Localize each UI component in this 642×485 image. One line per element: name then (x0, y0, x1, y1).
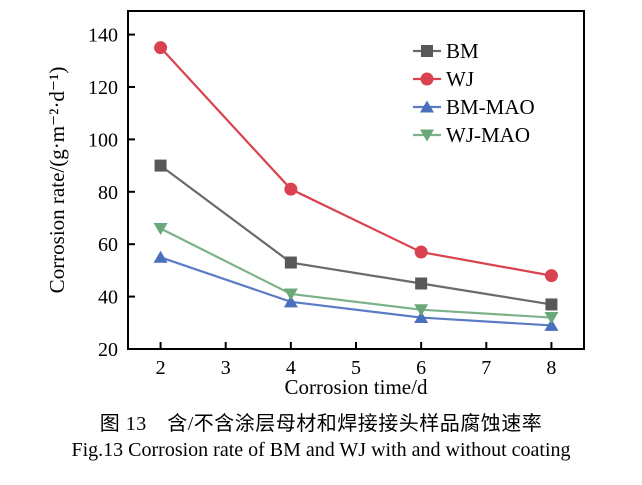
legend-label-BM: BM (446, 39, 479, 63)
series-marker-WJ-MAO (153, 222, 168, 235)
series-marker-WJ (284, 182, 298, 196)
series-line-BM (159, 164, 552, 306)
series-marker-WJ-MAO (544, 312, 559, 325)
y-tick-label: 60 (98, 234, 118, 256)
y-axis-label: Corrosion rate/(g·m⁻²·d⁻¹) (45, 67, 69, 294)
series-line-BM-MAO (160, 256, 552, 327)
series-marker-BM (545, 298, 558, 311)
series-marker-BM-MAO (414, 311, 429, 324)
x-tick-label: 2 (156, 357, 166, 379)
legend-label-WJ: WJ (446, 67, 474, 91)
x-tick-label: 3 (221, 357, 231, 379)
y-tick-label: 80 (98, 182, 118, 204)
series-line-WJ (159, 46, 552, 277)
series-marker-WJ-MAO (414, 304, 429, 317)
y-tick-label: 40 (98, 287, 118, 309)
legend-marker-BM-MAO (420, 100, 434, 113)
legend-marker-WJ-MAO (420, 129, 434, 142)
corrosion-rate-chart: 2 3 4 5 6 7 8 20 40 60 80 100 120 140 Corrosion time/d… (45, 10, 585, 399)
y-tick-label: 140 (88, 25, 118, 47)
series-marker-BM-MAO (153, 250, 168, 263)
x-tick-label: 7 (481, 357, 491, 379)
series-line-WJ-MAO (160, 227, 552, 319)
caption-english: Fig.13 Corrosion rate of BM and WJ with … (71, 439, 571, 461)
y-tick-label: 100 (88, 129, 118, 151)
x-tick-label: 4 (286, 357, 296, 379)
legend-marker-BM (421, 45, 433, 57)
caption-chinese: 图 13 含/不含涂层母材和焊接接头样品腐蚀速率 (99, 413, 543, 435)
series-marker-BM-MAO (544, 318, 559, 331)
y-tick-label: 120 (88, 77, 118, 99)
series-marker-BM (154, 159, 167, 172)
series-marker-WJ (154, 41, 168, 55)
series-marker-WJ-MAO (283, 288, 298, 301)
series-marker-WJ (414, 245, 428, 259)
series-marker-BM-MAO (283, 295, 298, 308)
x-tick-label: 5 (351, 357, 361, 379)
x-tick-label: 8 (546, 357, 556, 379)
x-tick-label: 6 (416, 357, 426, 379)
series-marker-BM (415, 277, 428, 290)
series-marker-BM (284, 256, 297, 269)
legend-marker-WJ (420, 72, 434, 86)
x-axis-label: Corrosion time/d (285, 375, 428, 399)
legend-label-BM-MAO: BM-MAO (446, 95, 535, 119)
legend-label-WJ-MAO: WJ-MAO (446, 123, 530, 147)
y-tick-label: 20 (98, 339, 118, 361)
series-marker-WJ (544, 269, 558, 283)
